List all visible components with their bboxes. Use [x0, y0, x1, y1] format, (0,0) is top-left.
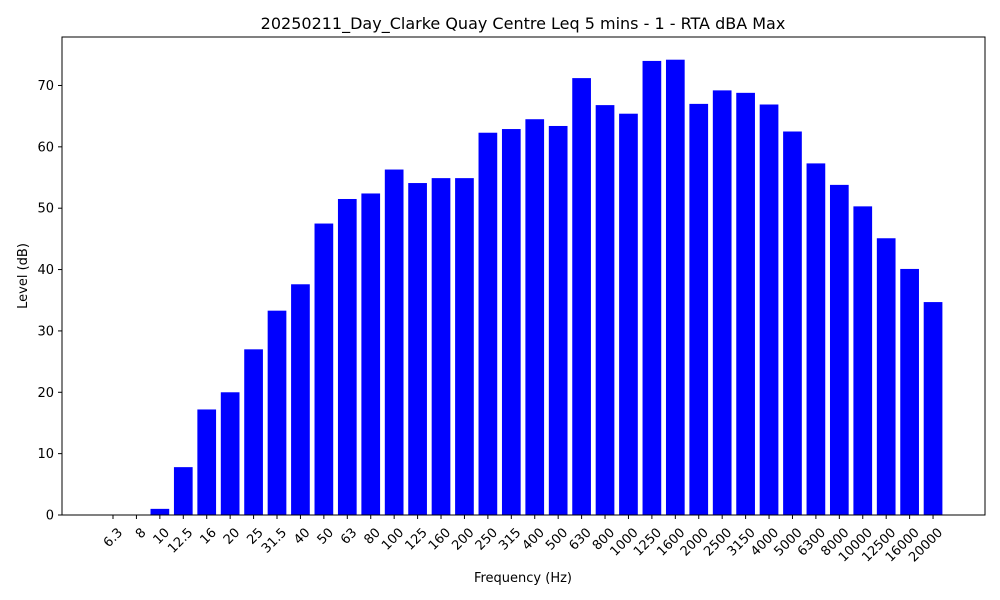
bar-800 [595, 105, 615, 516]
bar-160 [431, 178, 451, 515]
bar-25 [244, 349, 263, 515]
y-tick-label: 10 [37, 447, 54, 462]
y-tick-label: 0 [46, 509, 54, 524]
x-tick-label: 250 [473, 525, 501, 553]
x-tick-label: 40 [291, 525, 313, 547]
bar-5000 [783, 131, 802, 515]
x-tick-label: 6.3 [101, 525, 126, 550]
x-tick-label: 31.5 [259, 525, 290, 556]
x-tick-label: 125 [402, 525, 430, 553]
bar-50 [314, 223, 334, 516]
x-tick-label: 50 [315, 525, 337, 547]
bar-630 [572, 78, 591, 516]
y-axis: 0 10 20 30 40 50 60 70 [37, 79, 62, 524]
bar-250 [478, 132, 498, 515]
y-tick-label: 30 [37, 324, 54, 339]
y-tick-label: 50 [37, 202, 54, 217]
y-tick-label: 70 [37, 79, 54, 94]
x-tick-label: 500 [543, 525, 571, 553]
y-tick-label: 20 [37, 386, 54, 401]
x-tick-label: 100 [379, 525, 407, 553]
bar-12.5 [173, 467, 193, 515]
x-tick-label: 16 [197, 525, 219, 547]
bar-315 [501, 129, 521, 516]
x-tick-label: 200 [449, 525, 477, 553]
bar-8000 [829, 184, 849, 515]
bar-4000 [759, 104, 779, 515]
plot-frame [61, 36, 986, 516]
bar-3150 [736, 92, 755, 515]
bar-40 [291, 284, 310, 515]
y-tick-label: 40 [37, 263, 54, 278]
bar-1000 [619, 113, 638, 515]
bar-400 [525, 119, 545, 515]
bar-125 [408, 183, 427, 516]
bar-16000 [900, 268, 919, 515]
x-tick-label: 12.5 [165, 525, 196, 556]
bar-10000 [853, 206, 873, 516]
y-tick-label: 60 [37, 140, 54, 155]
bar-100 [384, 169, 404, 516]
bar-20 [220, 392, 240, 515]
chart-title: 20250211_Day_Clarke Quay Centre Leq 5 mi… [261, 14, 786, 34]
bar-2500 [712, 90, 732, 515]
bar-10 [150, 508, 170, 515]
x-tick-label: 8 [133, 525, 149, 541]
x-tick-label: 63 [338, 525, 360, 547]
x-tick-label: 315 [496, 525, 524, 553]
bar-31.5 [267, 310, 287, 515]
bar-16 [197, 409, 217, 515]
bar-500 [548, 125, 568, 515]
bar-1600 [665, 59, 685, 515]
bars-group [150, 59, 943, 516]
x-axis-label: Frequency (Hz) [474, 571, 572, 586]
y-axis-label: Level (dB) [16, 243, 31, 309]
bar-2000 [689, 103, 709, 515]
x-tick-label: 160 [426, 525, 454, 553]
bar-1250 [642, 60, 662, 516]
bar-6300 [806, 163, 826, 515]
bar-12500 [876, 238, 896, 515]
x-tick-label: 20 [221, 525, 243, 547]
bar-200 [455, 178, 474, 515]
bar-63 [337, 198, 357, 516]
x-tick-label: 630 [566, 525, 594, 553]
x-tick-label: 400 [520, 525, 548, 553]
bar-20000 [923, 302, 943, 515]
bar-80 [361, 193, 381, 515]
